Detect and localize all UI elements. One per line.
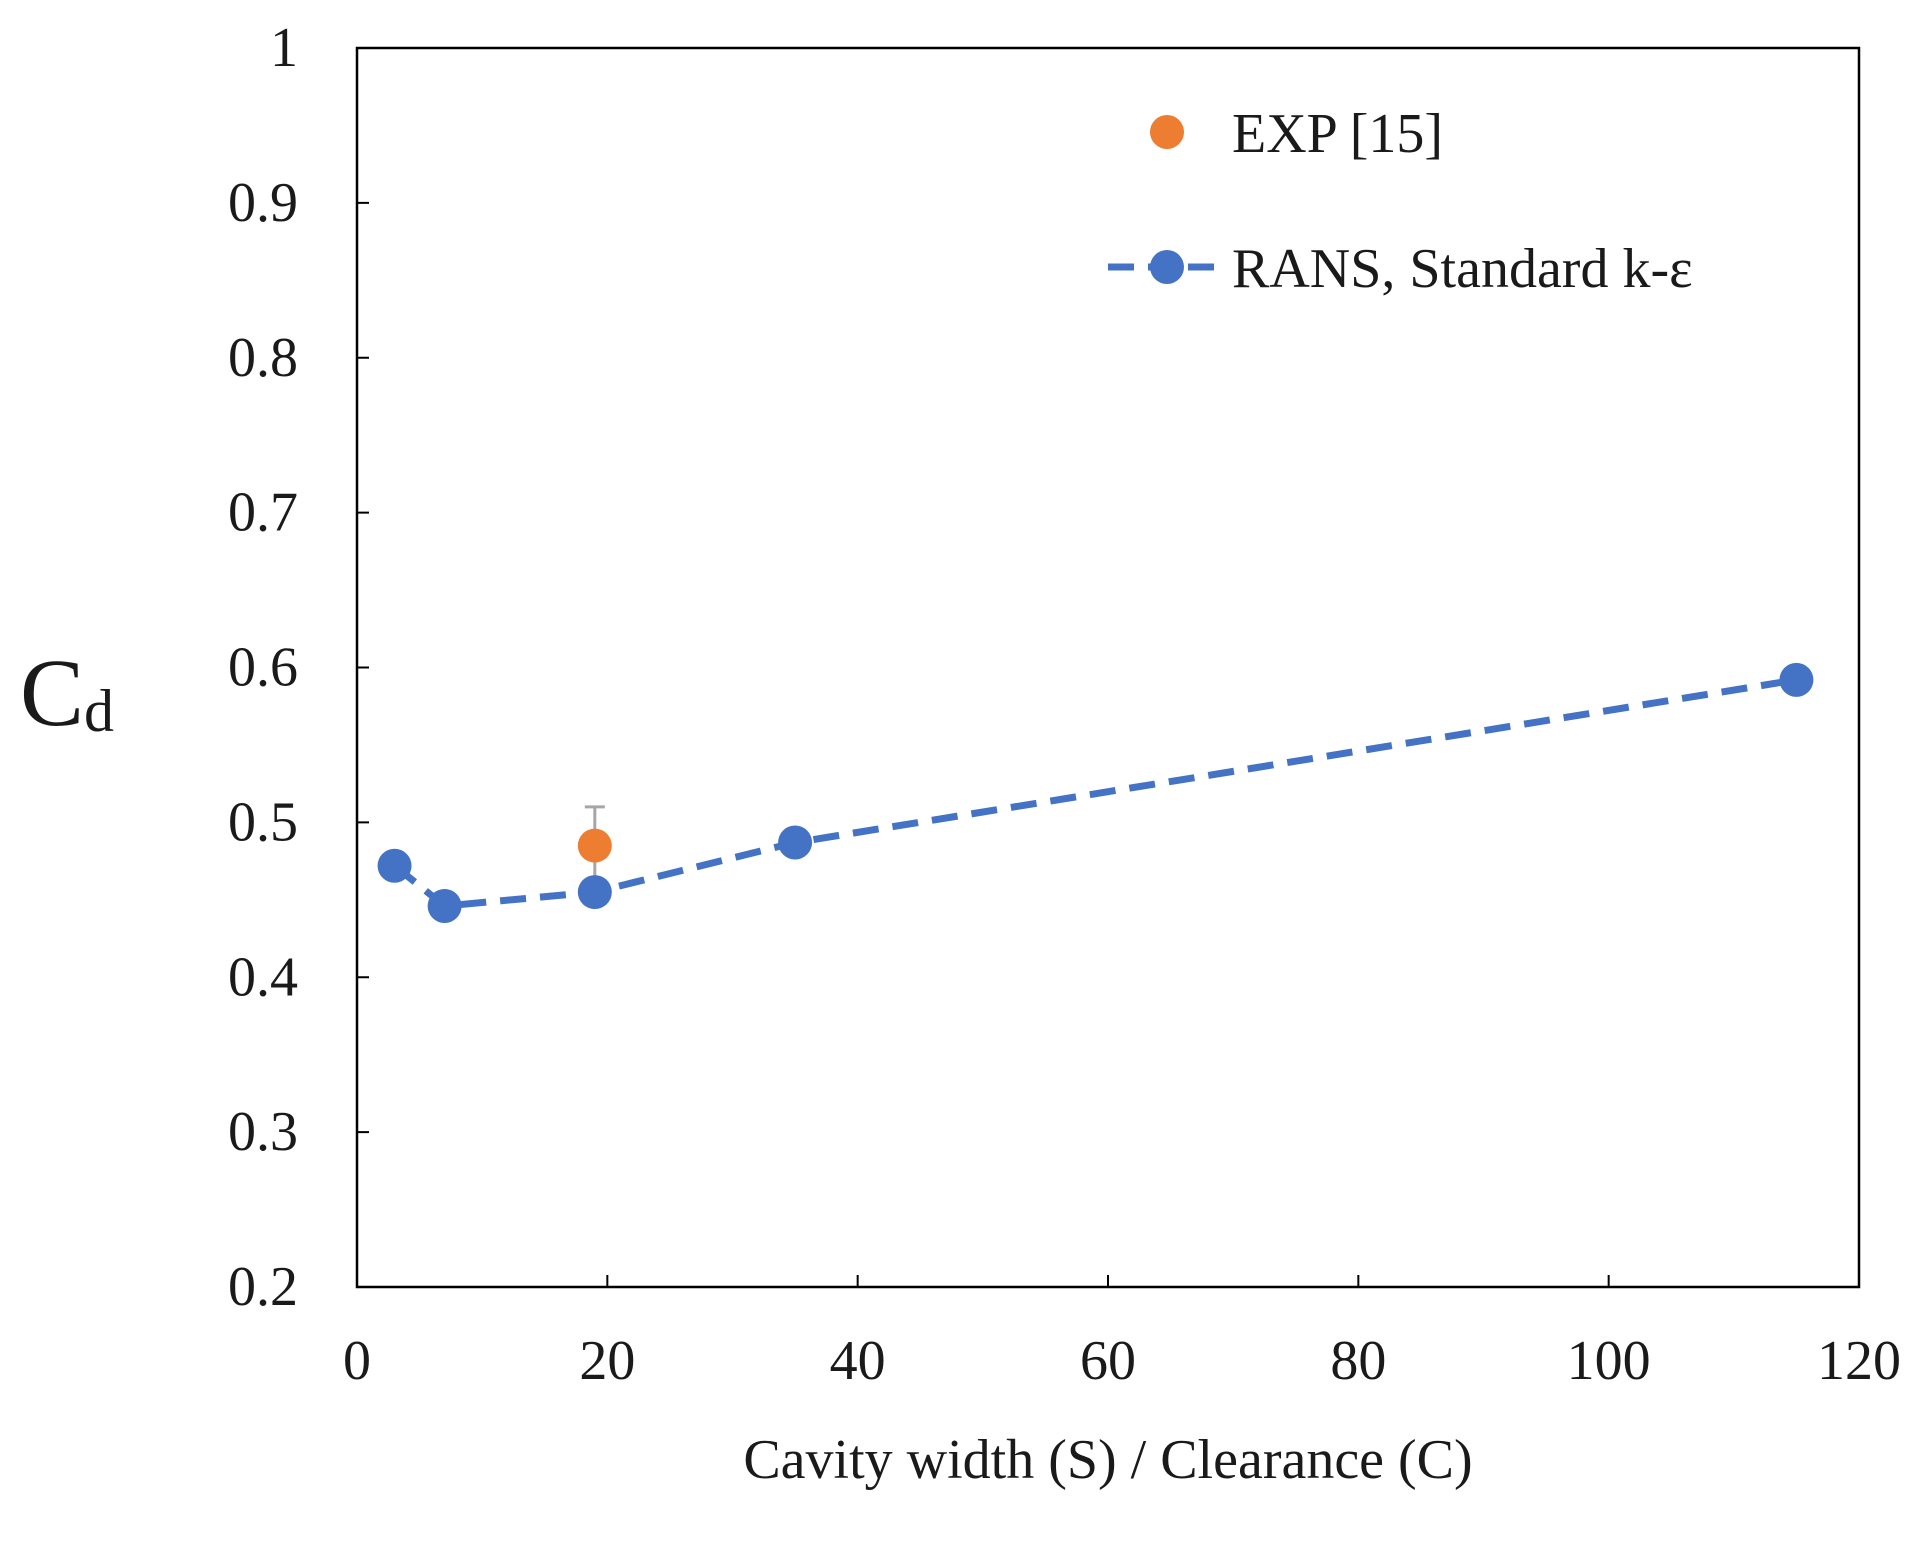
x-tick-label: 40: [830, 1330, 886, 1392]
y-axis-ticks: 0.2 0.3 0.4 0.5 0.6 0.7 0.8 0.9 1: [228, 17, 369, 1318]
legend: EXP [15] RANS, Standard k-ε: [1108, 103, 1693, 300]
y-tick-label: 0.9: [228, 172, 298, 234]
rans-data-point: [427, 889, 462, 924]
series-layer: [377, 662, 1814, 924]
y-axis-title: Cd: [20, 639, 114, 746]
rans-data-point: [577, 875, 612, 910]
legend-rans-label: RANS, Standard k-ε: [1232, 238, 1693, 300]
x-tick-label: 0: [343, 1330, 371, 1392]
rans-data-point: [377, 848, 412, 883]
x-tick-label: 20: [579, 1330, 635, 1392]
x-tick-label: 100: [1567, 1330, 1651, 1392]
plot-frame: [355, 46, 1861, 1289]
rans-data-point: [778, 825, 813, 860]
y-tick-label: 0.8: [228, 327, 298, 389]
x-axis-title: Cavity width (S) / Clearance (C): [743, 1429, 1472, 1491]
legend-rans-marker: [1150, 250, 1184, 284]
y-axis-title-main: C: [20, 639, 84, 746]
y-tick-label: 0.7: [228, 482, 298, 544]
y-tick-label: 0.3: [228, 1101, 298, 1163]
x-tick-label: 120: [1817, 1330, 1901, 1392]
x-tick-label: 80: [1330, 1330, 1386, 1392]
y-axis-title-subscript: d: [84, 678, 114, 744]
legend-exp-marker: [1150, 115, 1184, 149]
y-tick-label: 0.6: [228, 637, 298, 699]
y-tick-label: 0.4: [228, 946, 298, 1008]
rans-series-line: [392, 676, 1797, 910]
exp-data-point: [577, 828, 612, 863]
y-tick-label: 1: [270, 17, 298, 79]
plot-area: 0 20 40 60 80 100 120 0.2 0.3 0.4 0.5 0.6 0.7 0.8 0.9…: [228, 17, 1901, 1392]
rans-data-point: [1779, 662, 1814, 697]
y-tick-label: 0.5: [228, 791, 298, 853]
y-tick-label: 0.2: [228, 1256, 298, 1318]
x-tick-label: 60: [1080, 1330, 1136, 1392]
x-axis-ticks: 0 20 40 60 80 100 120: [343, 1275, 1901, 1392]
legend-exp-label: EXP [15]: [1232, 103, 1443, 165]
